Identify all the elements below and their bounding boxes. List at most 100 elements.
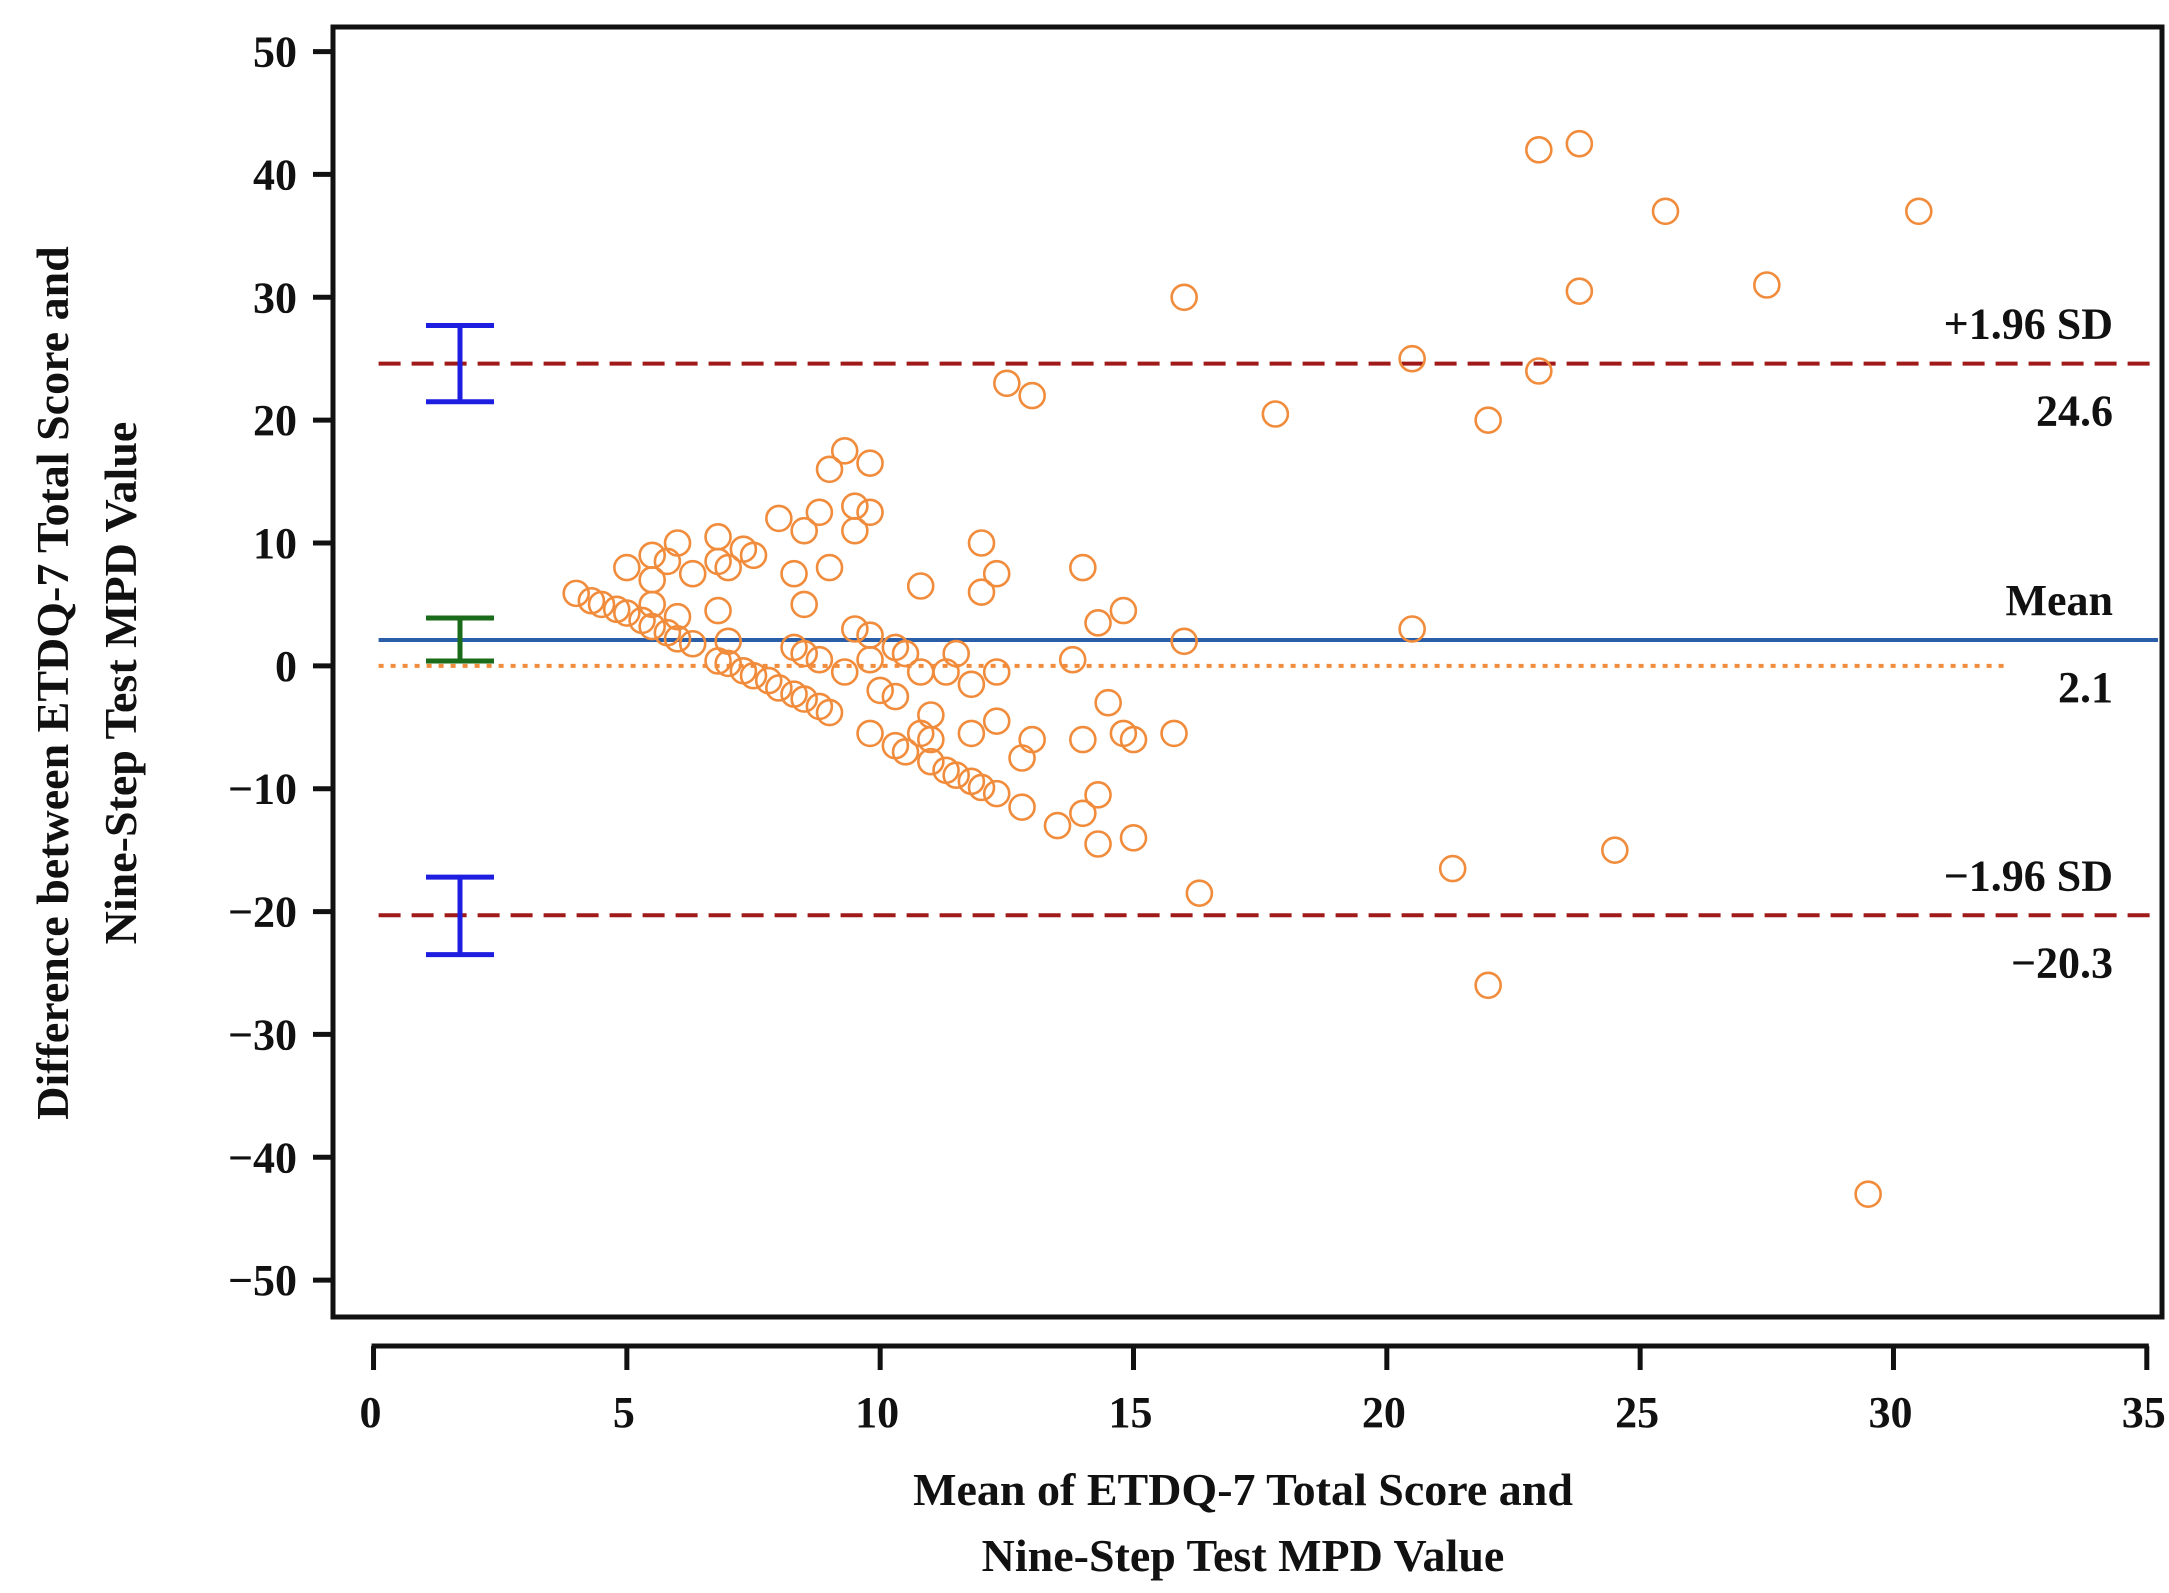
data-point [765,504,793,533]
data-point [1018,381,1046,410]
data-point [704,596,732,625]
data-points [562,129,1933,1208]
mean-title: Mean [2005,576,2113,625]
data-point [1438,854,1467,883]
data-point [714,627,742,656]
data-point [856,621,884,649]
data-point [1170,627,1198,656]
data-point [917,725,945,754]
data-point [663,529,692,557]
y-tick-label: 40 [253,150,297,199]
data-point [967,529,996,557]
x-tick-label: 20 [1362,1388,1406,1437]
y-tick-label: 50 [253,28,297,77]
data-point [1043,811,1072,840]
data-point [704,523,732,551]
y-axis-title-line-1: Difference between ETDQ-7 Total Score an… [27,246,78,1120]
x-axis-title-line-1: Mean of ETDQ-7 Total Score and [913,1464,1573,1515]
data-point [1094,688,1122,717]
data-point [841,615,869,643]
data-point [1753,271,1781,299]
x-tick-label: 35 [2122,1388,2166,1437]
data-point [856,498,884,527]
data-point [917,747,945,776]
data-point [587,590,616,619]
data-point [805,498,834,527]
lower-loa-title: −1.96 SD [1944,851,2113,900]
data-point [1008,744,1036,772]
data-point [663,625,692,653]
data-point [1185,879,1214,907]
data-point [1119,824,1148,852]
mean-value: 2.1 [2058,663,2113,712]
data-point [1160,719,1188,748]
mean-ci [426,615,494,664]
data-point [805,645,834,674]
data-point [714,649,742,678]
data-point [1474,971,1502,1000]
data-point [678,629,707,658]
x-axis-title-line-2: Nine-Step Test MPD Value [982,1530,1505,1581]
data-point [815,455,844,484]
data-point [1058,645,1087,674]
data-point [942,639,970,668]
data-point [982,658,1011,686]
reference-line-labels: +1.96 SD 24.6 Mean 2.1 −1.96 SD −20.3 [1944,300,2113,988]
y-tick-label: −20 [228,888,297,937]
data-point [638,566,666,594]
data-point [613,599,641,627]
y-tick-label: −30 [228,1010,297,1059]
data-point [942,761,970,790]
data-point [1119,725,1148,754]
data-point [830,437,859,465]
data-point [638,612,666,641]
data-point [1084,781,1112,809]
lower-loa-value: −20.3 [2011,938,2113,987]
y-tick-label: 20 [253,396,297,445]
data-point [881,682,910,711]
data-point [1474,406,1502,434]
y-tick-label: −40 [228,1133,297,1182]
data-point [1565,129,1594,158]
data-point [957,670,986,699]
data-point [1261,400,1290,428]
plot-frame [330,24,2165,1320]
data-point [830,658,859,686]
y-axis: 50 40 30 20 10 0 −10 −20 −30 −40 −50 [228,28,333,1305]
lower-loa-ci [426,874,494,958]
data-point [1084,609,1112,637]
data-point [917,701,945,729]
data-point [1525,357,1553,385]
data-point [1109,596,1138,625]
x-tick-label: 10 [855,1388,899,1437]
data-point [815,553,844,582]
data-point [856,719,884,748]
data-point [1601,836,1629,864]
data-point [739,661,768,690]
x-tick-label: 30 [1868,1388,1912,1437]
y-tick-label: −50 [228,1256,297,1305]
data-point [1069,799,1097,828]
data-point [663,602,692,631]
data-point [856,449,884,477]
data-point [1398,344,1426,373]
y-axis-title-line-2: Nine-Step Test MPD Value [95,422,146,945]
x-tick-label: 15 [1109,1388,1153,1437]
y-tick-label: −10 [228,765,297,814]
data-point [841,516,869,545]
data-point [739,541,768,570]
data-point [967,578,996,606]
data-point [780,559,808,588]
data-point [866,676,894,705]
y-tick-label: 0 [275,642,297,691]
data-point [891,738,920,766]
data-point [765,674,793,702]
data-point [562,579,590,608]
data-point [1651,197,1680,226]
data-point [891,639,920,668]
data-point [932,658,960,686]
data-point [1084,830,1112,858]
data-point [841,492,869,520]
x-tick-label: 5 [613,1388,635,1437]
